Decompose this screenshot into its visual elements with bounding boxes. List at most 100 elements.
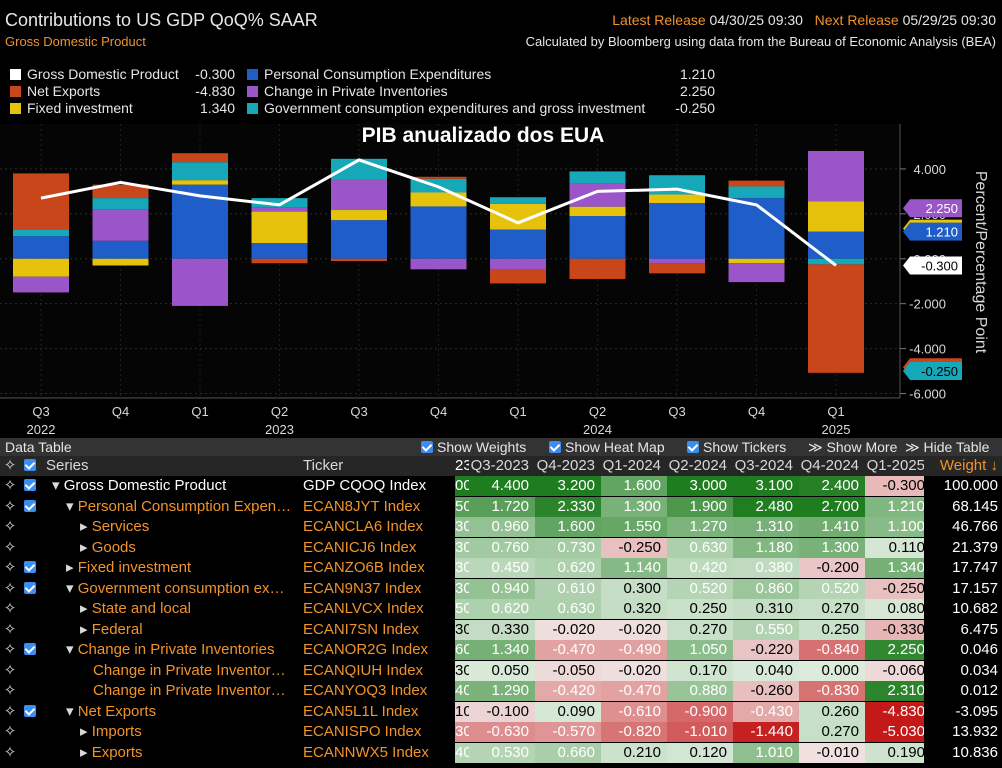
table-row[interactable]: ✧ ▸ Exports ECANNWX5 Index 40 0.530 0.660 0.21… [0, 742, 1002, 763]
heatmap-cell: 0.760 [469, 537, 535, 558]
expand-right-icon[interactable]: ▸ [80, 538, 92, 556]
column-header-weight[interactable]: Weight ↓ [924, 456, 1002, 476]
column-header-period[interactable]: Q1-2024 [602, 457, 661, 474]
table-row[interactable]: ✧ ▸ Imports ECANISPO Index 30 -0.630 -0.570 -0… [0, 722, 1002, 742]
series-checkbox[interactable] [22, 476, 42, 496]
crosshair-icon[interactable]: ✧ [3, 682, 17, 699]
expand-right-icon[interactable]: ▸ [66, 559, 78, 576]
latest-release-value: 04/30/25 09:30 [709, 12, 803, 28]
legend-item-net-exports[interactable]: Net Exports [10, 83, 100, 100]
legend-label: Fixed investment [27, 100, 133, 116]
expand-right-icon[interactable]: ▸ [80, 723, 92, 740]
bar-segment [569, 216, 626, 259]
expand-down-icon[interactable]: ▾ [66, 641, 78, 658]
crosshair-icon[interactable]: ✧ [3, 641, 17, 658]
chart-annotation: PIB anualizado dos EUA [362, 124, 605, 147]
expand-down-icon[interactable]: ▾ [66, 579, 78, 597]
table-row[interactable]: ✧ ▸ Fixed investment ECANZO6B Index 30 0.450… [0, 558, 1002, 578]
column-header-period[interactable]: Q3-2024 [734, 457, 793, 474]
legend-item-pce[interactable]: Personal Consumption Expenditures [247, 66, 491, 83]
legend-item-gdp[interactable]: Gross Domestic Product [10, 66, 179, 83]
column-header-partial: 23 [455, 457, 469, 474]
series-checkbox[interactable] [22, 497, 42, 517]
table-row[interactable]: ✧ ▸ Federal ECANI7SN Index 30 0.330 -0.020 -0.… [0, 619, 1002, 640]
heatmap-cell: 0.310 [733, 599, 799, 619]
column-header-period[interactable]: Q1-2025 [866, 457, 925, 474]
heatmap-cell: -0.020 [601, 619, 667, 640]
crosshair-icon[interactable]: ✧ [3, 723, 17, 740]
show-heat-map-toggle[interactable]: Show Heat Map [549, 438, 665, 456]
value-tag-shape [903, 199, 962, 218]
legend-item-government[interactable]: Government consumption expenditures and … [247, 100, 645, 117]
column-header-period[interactable]: Q3-2023 [470, 457, 529, 474]
crosshair-icon[interactable]: ✧ [3, 661, 17, 679]
crosshair-icon[interactable]: ✧ [3, 477, 17, 494]
crosshair-icon[interactable]: ✧ [3, 457, 17, 474]
series-checkbox[interactable] [22, 579, 42, 599]
x-year-label: 2023 [265, 422, 294, 437]
legend-item-inventories[interactable]: Change in Private Inventories [247, 83, 448, 100]
series-name: ▾ Government consumption ex… [44, 579, 300, 599]
series-ticker: ECANISPO Index [303, 723, 422, 740]
crosshair-icon[interactable]: ✧ [3, 702, 17, 720]
show-more-button[interactable]: ≫ Show More [808, 438, 897, 456]
bar-segment [92, 184, 149, 199]
expand-right-icon[interactable]: ▸ [80, 600, 92, 617]
crosshair-icon[interactable]: ✧ [3, 620, 17, 638]
crosshair-icon[interactable]: ✧ [3, 497, 17, 515]
column-header-ticker[interactable]: Ticker [303, 457, 344, 474]
heatmap-cell: 1.410 [799, 517, 865, 537]
show-weights-toggle[interactable]: Show Weights [421, 438, 526, 456]
expand-right-icon[interactable]: ▸ [80, 743, 92, 761]
x-tick-label: Q4 [430, 404, 447, 419]
hide-table-button[interactable]: ≫ Hide Table [905, 438, 989, 456]
table-row[interactable]: ✧ ▾ Personal Consumption Expen… ECAN8JYT I… [0, 496, 1002, 517]
heatmap-cell: 1.010 [733, 742, 799, 763]
expand-down-icon[interactable]: ▾ [66, 497, 78, 515]
series-checkbox[interactable] [22, 558, 42, 578]
show-weights-label: Show Weights [437, 439, 527, 455]
crosshair-icon[interactable]: ✧ [3, 559, 17, 576]
heatmap-cell: 0.330 [469, 619, 535, 640]
heatmap-cell: 0.170 [667, 660, 733, 681]
heatmap-cell: -0.200 [799, 558, 865, 578]
crosshair-icon[interactable]: ✧ [3, 518, 17, 535]
expand-down-icon[interactable]: ▾ [52, 477, 64, 494]
column-header-period[interactable]: Q4-2023 [536, 457, 595, 474]
show-tickers-toggle[interactable]: Show Tickers [687, 438, 786, 456]
table-row[interactable]: ✧ Change in Private Inventor… ECANQIUH Ind… [0, 660, 1002, 681]
select-all-checkbox[interactable] [22, 456, 42, 476]
table-row[interactable]: ✧ ▾ Net Exports ECAN5L1L Index 10 -0.100 0.09… [0, 701, 1002, 722]
heatmap-cell: 2.400 [799, 476, 865, 496]
crosshair-icon[interactable]: ✧ [3, 538, 17, 556]
table-row[interactable]: ✧ ▸ State and local ECANLVCX Index 50 0.620 0… [0, 599, 1002, 619]
heatmap-cell: 0.520 [667, 578, 733, 599]
data-table-title: Data Table [5, 439, 72, 455]
series-checkbox[interactable] [22, 702, 42, 722]
table-row[interactable]: ✧ Change in Private Inventor… ECANYOQ3 Ind… [0, 681, 1002, 701]
expand-right-icon[interactable]: ▸ [80, 620, 92, 638]
heatmap-cell: -0.470 [535, 640, 601, 660]
bar-segment [490, 197, 546, 204]
bar-segment [808, 150, 864, 202]
expand-right-icon[interactable]: ▸ [80, 518, 92, 535]
crosshair-icon[interactable]: ✧ [3, 579, 17, 597]
table-row[interactable]: ✧ ▸ Services ECANCLA6 Index 30 0.960 1.600 1.5… [0, 517, 1002, 537]
table-row[interactable]: ✧ ▸ Goods ECANICJ6 Index 30 0.760 0.730 -0.250… [0, 537, 1002, 558]
heatmap-cell: 0.270 [667, 619, 733, 640]
legend-item-fixed-investment[interactable]: Fixed investment [10, 100, 133, 117]
series-checkbox[interactable] [22, 640, 42, 660]
table-row[interactable]: ✧ ▾ Gross Domestic Product GDP CQOQ Index 0… [0, 476, 1002, 496]
crosshair-icon[interactable]: ✧ [3, 743, 17, 761]
column-header-period[interactable]: Q4-2024 [800, 457, 859, 474]
heatmap-cell: -0.220 [733, 640, 799, 660]
column-header-series[interactable]: Series [46, 457, 89, 474]
bar-segment [251, 243, 308, 259]
column-header-period[interactable]: Q2-2024 [668, 457, 727, 474]
expand-down-icon[interactable]: ▾ [66, 702, 78, 720]
crosshair-icon[interactable]: ✧ [3, 600, 17, 617]
table-row[interactable]: ✧ ▾ Government consumption ex… ECAN9N37 In… [0, 578, 1002, 599]
table-row[interactable]: ✧ ▾ Change in Private Inventories ECANOR2G… [0, 640, 1002, 660]
weight-value: 0.012 [924, 681, 1002, 701]
heatmap-cell: 2.480 [733, 496, 799, 517]
